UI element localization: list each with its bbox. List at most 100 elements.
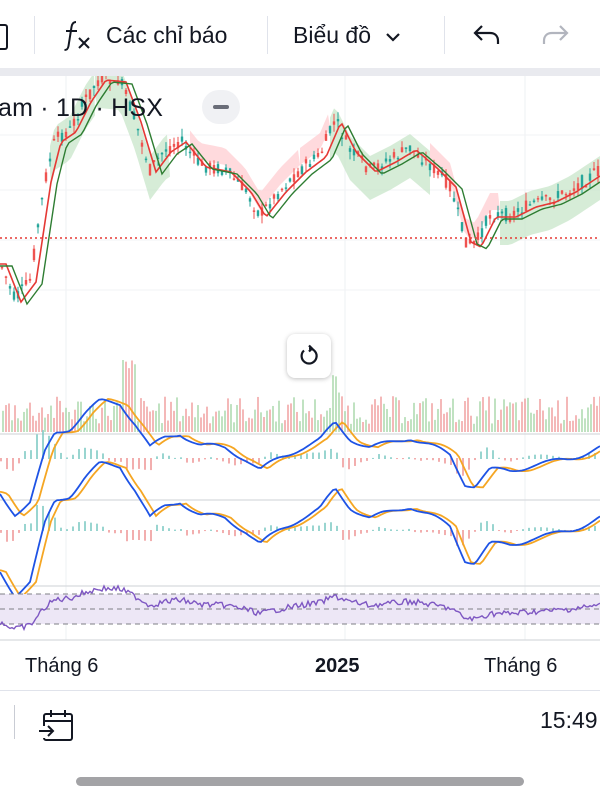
candle-body bbox=[584, 186, 588, 188]
volume-bar bbox=[422, 401, 424, 432]
histogram-bar bbox=[486, 521, 488, 531]
chart-menu-label: Biểu đồ bbox=[293, 21, 372, 48]
histogram-bar bbox=[102, 453, 104, 459]
ichimoku-cloud bbox=[330, 108, 430, 200]
histogram-bar bbox=[288, 528, 290, 531]
candle-body bbox=[56, 131, 60, 137]
undo-arrow-icon[interactable] bbox=[472, 22, 502, 53]
histogram-bar bbox=[444, 458, 446, 464]
volume-bar bbox=[371, 404, 373, 432]
histogram-bar bbox=[366, 530, 368, 533]
volume-bar bbox=[398, 400, 400, 432]
candle-body bbox=[196, 157, 200, 165]
function-fx-icon bbox=[62, 18, 92, 52]
volume-bar bbox=[122, 360, 124, 432]
candle-body bbox=[220, 170, 224, 175]
candle-body bbox=[236, 179, 240, 182]
histogram-bar bbox=[498, 457, 500, 459]
histogram-bar bbox=[402, 529, 404, 531]
candle-body bbox=[304, 159, 308, 164]
candle-body bbox=[24, 280, 28, 285]
chart-canvas[interactable] bbox=[0, 76, 600, 690]
histogram-bar bbox=[318, 452, 320, 459]
histogram-bar bbox=[426, 458, 428, 460]
volume-bar bbox=[368, 423, 370, 432]
volume-bar bbox=[128, 368, 130, 432]
volume-bar bbox=[167, 420, 169, 432]
volume-bar bbox=[563, 419, 565, 432]
volume-bar bbox=[152, 410, 154, 432]
histogram-bar bbox=[282, 527, 284, 531]
histogram-bar bbox=[438, 530, 440, 534]
histogram-bar bbox=[36, 504, 38, 531]
volume-bar bbox=[407, 421, 409, 432]
candle-body bbox=[568, 192, 572, 196]
candle-body bbox=[392, 152, 396, 158]
volume-bar bbox=[485, 410, 487, 432]
histogram-bar bbox=[252, 530, 254, 536]
candle-body bbox=[328, 126, 332, 134]
volume-bar bbox=[404, 417, 406, 432]
histogram-bar bbox=[522, 457, 524, 459]
volume-bar bbox=[284, 420, 286, 432]
histogram-bar bbox=[168, 528, 170, 531]
candle-body bbox=[580, 175, 584, 189]
volume-bar bbox=[494, 398, 496, 432]
volume-bar bbox=[125, 361, 127, 432]
histogram-bar bbox=[114, 458, 116, 462]
chart-type-icon[interactable] bbox=[0, 24, 8, 50]
volume-bar bbox=[386, 408, 388, 432]
candle-body bbox=[272, 194, 276, 199]
histogram-bar bbox=[138, 530, 140, 541]
candle-body bbox=[172, 143, 176, 147]
volume-bar bbox=[497, 419, 499, 432]
histogram-bar bbox=[306, 453, 308, 459]
reset-rotate-icon[interactable] bbox=[287, 334, 331, 378]
volume-bar bbox=[254, 409, 256, 432]
symbol-title[interactable]: am · 1D · HSX bbox=[0, 94, 164, 122]
candle-body bbox=[264, 204, 268, 206]
histogram-bar bbox=[180, 529, 182, 531]
volume-bar bbox=[482, 397, 484, 432]
candle-body bbox=[308, 164, 312, 167]
candle-body bbox=[48, 158, 52, 162]
candle-body bbox=[96, 80, 100, 87]
histogram-bar bbox=[528, 527, 530, 531]
histogram-bar bbox=[408, 528, 410, 531]
histogram-bar bbox=[372, 457, 374, 459]
candle-body bbox=[60, 132, 64, 142]
volume-bar bbox=[287, 404, 289, 432]
volume-bar bbox=[509, 402, 511, 432]
volume-bar bbox=[56, 396, 58, 432]
volume-bar bbox=[470, 415, 472, 432]
histogram-bar bbox=[258, 530, 260, 535]
candle-body bbox=[316, 152, 320, 157]
volume-bar bbox=[212, 416, 214, 432]
histogram-bar bbox=[264, 456, 266, 459]
redo-arrow-icon[interactable] bbox=[540, 22, 570, 53]
volume-bar bbox=[5, 405, 7, 432]
histogram-bar bbox=[216, 530, 218, 532]
histogram-bar bbox=[510, 530, 512, 533]
volume-bar bbox=[374, 399, 376, 432]
chart-menu-button[interactable]: Biểu đồ bbox=[293, 18, 401, 52]
volume-bar bbox=[359, 417, 361, 432]
calendar-goto-icon[interactable] bbox=[38, 709, 76, 748]
histogram-bar bbox=[426, 530, 428, 533]
minus-icon[interactable] bbox=[202, 90, 240, 124]
histogram-bar bbox=[162, 526, 164, 531]
histogram-bar bbox=[522, 529, 524, 531]
candle-body bbox=[512, 210, 516, 216]
histogram-bar bbox=[48, 511, 50, 531]
indicators-button[interactable]: Các chỉ báo bbox=[62, 18, 227, 52]
candle-body bbox=[500, 211, 504, 214]
volume-bar bbox=[383, 403, 385, 432]
volume-bar bbox=[143, 400, 145, 432]
volume-bar bbox=[50, 405, 52, 432]
macd-line bbox=[0, 398, 600, 518]
ichimoku-cloud bbox=[190, 130, 300, 210]
candle-body bbox=[280, 188, 284, 191]
volume-bar bbox=[95, 418, 97, 432]
histogram-bar bbox=[456, 458, 458, 474]
volume-bar bbox=[593, 396, 595, 432]
